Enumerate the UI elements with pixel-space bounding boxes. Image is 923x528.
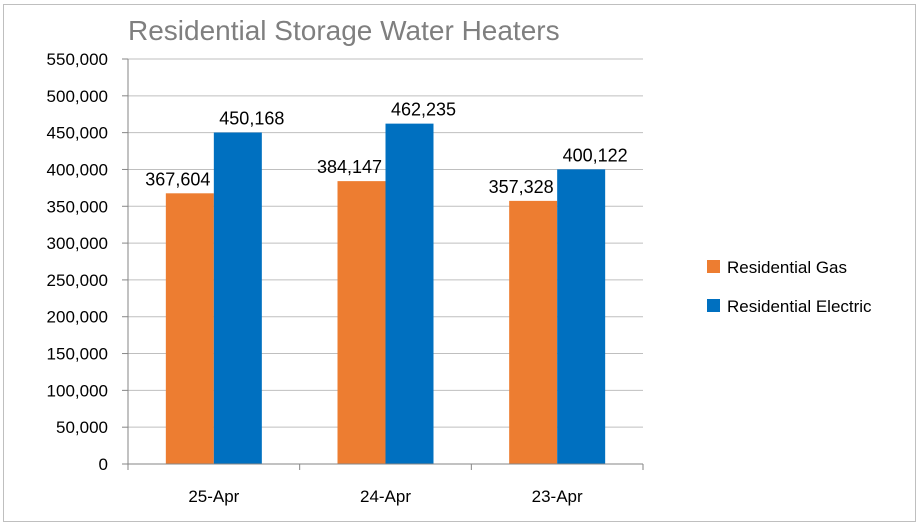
legend-label: Residential Gas [727,258,847,277]
y-tick-label: 0 [99,455,108,474]
data-label: 357,328 [489,177,554,197]
legend-label: Residential Electric [727,297,872,316]
data-label: 462,235 [391,100,456,120]
data-label: 384,147 [317,157,382,177]
y-tick-label: 500,000 [47,87,108,106]
y-tick-label: 50,000 [56,418,108,437]
bar [337,181,386,464]
data-label: 367,604 [145,169,210,189]
y-tick-label: 350,000 [47,197,108,216]
bar [165,193,214,464]
x-tick-label: 23-Apr [532,487,583,506]
bar [385,123,434,464]
y-axis: 0 50,000 100,000 150,000 200,000 250,000 300,0… [47,50,129,474]
y-tick-label: 150,000 [47,345,108,364]
chart-title: Residential Storage Water Heaters [128,15,560,46]
chart-frame [3,4,916,522]
x-tick-label: 25-Apr [188,487,239,506]
legend-swatch [707,299,720,312]
y-tick-label: 400,000 [47,160,108,179]
bar [213,132,262,465]
y-tick-label: 300,000 [47,234,108,253]
data-label: 400,122 [563,145,628,165]
bar [557,169,606,464]
y-tick-label: 450,000 [47,124,108,143]
x-axis: 25-Apr 24-Apr 23-Apr [127,463,644,506]
data-label: 450,168 [219,109,284,129]
y-tick-label: 550,000 [47,50,108,69]
bar [509,200,558,464]
x-tick-label: 24-Apr [360,487,411,506]
y-tick-label: 250,000 [47,271,108,290]
y-tick-label: 100,000 [47,381,108,400]
data-labels: 367,604 450,168 384,147 462,235 357,328 400,1… [145,100,627,197]
bars [165,123,606,465]
legend-swatch [707,260,720,273]
legend: Residential Gas Residential Electric [707,258,872,316]
y-tick-label: 200,000 [47,308,108,327]
